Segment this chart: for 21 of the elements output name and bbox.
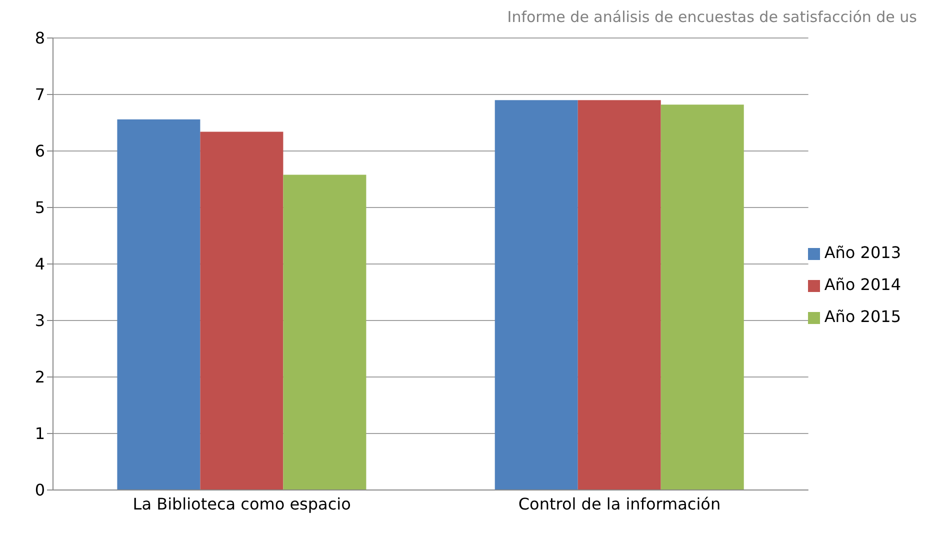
legend-label: Año 2014 (824, 275, 901, 294)
x-tick-label: La Biblioteca como espacio (132, 494, 351, 514)
y-tick-label: 6 (34, 142, 45, 161)
y-tick-label: 7 (34, 85, 45, 104)
y-tick-label: 4 (34, 254, 45, 274)
x-tick-label: Control de la información (518, 494, 721, 514)
bar (660, 104, 744, 490)
bar (283, 174, 366, 490)
y-tick-label: 2 (34, 368, 45, 387)
y-tick-label: 0 (34, 480, 45, 500)
legend-label: Año 2015 (824, 307, 901, 326)
bar (200, 132, 284, 490)
y-tick-label: 3 (34, 311, 45, 330)
y-tick-label: 8 (34, 28, 45, 48)
legend-label: Año 2013 (824, 243, 901, 262)
y-tick-label: 1 (34, 424, 45, 444)
chart-title: Informe de análisis de encuestas de satisfacción de us (507, 8, 917, 26)
bar (578, 100, 661, 490)
y-tick-label: 5 (34, 198, 45, 218)
bar (494, 100, 578, 490)
bar (117, 119, 200, 490)
